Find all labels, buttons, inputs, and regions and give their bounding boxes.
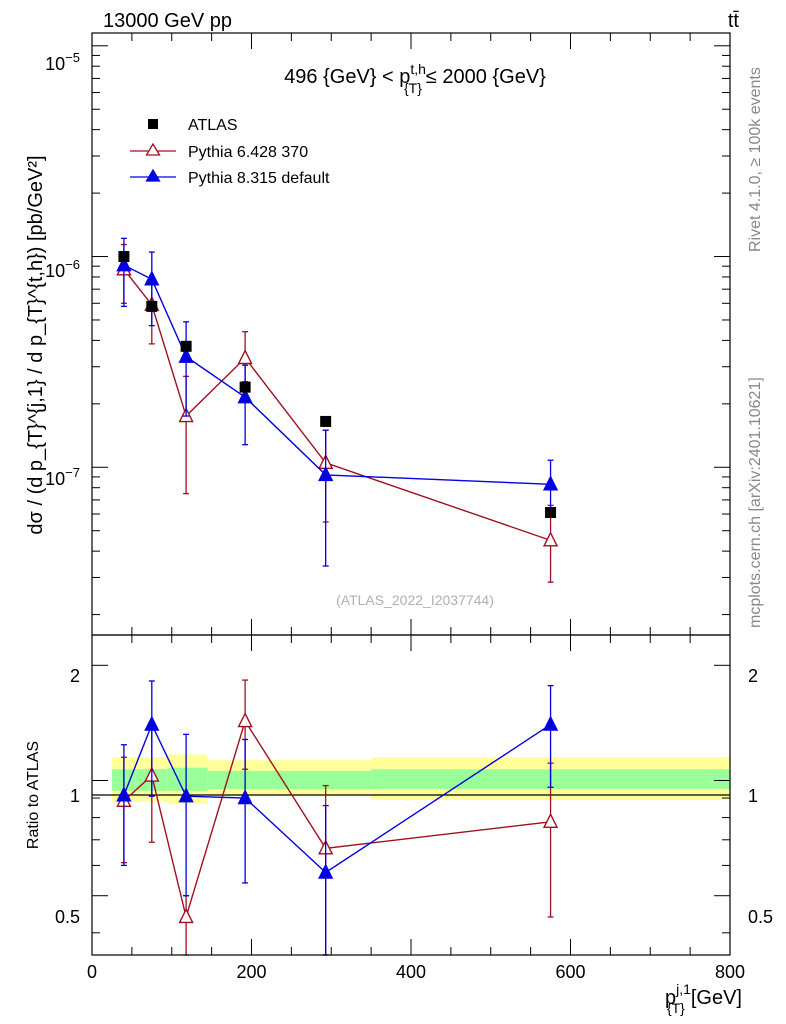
main-pythia8-point-2 [178,347,194,363]
mcplots-label: mcplots.cern.ch [arXiv:2401.10621] [747,377,764,628]
ratio-pythia6-point-5 [542,812,559,829]
energy-label: 13000 GeV pp [103,10,232,32]
ratio-pythia8-point-1 [144,715,160,731]
main-marks [116,237,559,583]
main-pythia8-line [123,264,551,486]
ytick-label-1e-6: 10−6 [45,257,80,281]
ratio-band-inner-4 [283,770,372,790]
ytick-label-1e-7: 10−7 [45,465,80,489]
ratio-pythia8-line [123,722,551,874]
main-ylabel: dσ / (d p_{T}^{j,1} / d p_{T}^{t,h}) [pb… [25,155,47,534]
ratio-pythia8-point-0 [116,786,132,802]
main-atlas-point-1 [146,300,158,312]
main-title: 496 {GeV} < pt,h {T} ≤ 2000 {GeV} [284,61,546,96]
main-pythia6-point-5 [542,531,559,547]
legend-atlas-label: ATLAS [188,117,238,134]
ratio-band-inner-2 [167,767,208,791]
legend-pythia8-marker [145,168,161,182]
main-ytick-labels: 10−5 10−6 10−7 [45,50,80,489]
main-pythia8-point-4 [318,465,334,482]
ratio-pythia8-point-5 [542,715,559,731]
ratio-ytick-label-left-1: 1 [70,786,80,806]
legend-pythia6-marker [145,142,161,156]
main-pythia6-point-3 [237,348,253,365]
ratio-pythia8-point-4 [318,863,334,879]
xtick-label-400: 400 [396,962,426,982]
main-pythia8-point-0 [116,256,132,272]
ratio-marks [116,679,559,956]
main-ticks [91,33,731,635]
ratio-ytick-label-right-0.5: 0.5 [748,907,773,927]
ratio-panel: 2 1 0.5 2 1 0.5 0 200 400 600 800 Ratio … [25,634,773,1016]
legend-pythia8-label: Pythia 8.315 default [188,170,330,187]
main-atlas-point-4 [320,415,332,427]
ratio-frame [91,634,731,956]
main-pythia8-point-3 [237,388,253,404]
legend: ATLAS Pythia 6.428 370 Pythia 8.315 defa… [130,117,330,187]
main-pythia6-line [123,268,551,542]
ratio-xtick-labels: 0 200 400 600 800 [87,962,745,982]
ratio-ytick-labels: 2 1 0.5 2 1 0.5 [55,666,773,927]
main-atlas-point-3 [239,381,251,393]
ratio-ytick-label-right-1: 1 [748,786,758,806]
main-atlas-point-0 [118,251,130,263]
ratio-pythia6-point-2 [178,907,194,924]
ratio-pythia8-point-2 [178,787,194,803]
legend-pythia6-label: Pythia 6.428 370 [188,144,308,161]
main-panel: 10−5 10−6 10−7 496 {GeV} < pt,h {T} ≤ 2000… [25,32,731,636]
ratio-pythia6-point-3 [237,711,253,728]
main-atlas-point-5 [545,507,557,519]
xtick-label-0: 0 [87,962,97,982]
ratio-ytick-label-left-2: 2 [70,666,80,686]
watermark: (ATLAS_2022_I2037744) [336,592,494,608]
xtick-label-800: 800 [715,962,745,982]
xtick-label-200: 200 [236,962,266,982]
legend-atlas-marker [148,119,158,129]
ratio-ytick-label-left-0.5: 0.5 [55,907,80,927]
ytick-label-1e-5: 10−5 [45,50,80,74]
main-pythia8-point-1 [144,270,160,286]
rivet-label: Rivet 4.1.0, ≥ 100k events [747,67,764,252]
main-atlas-point-2 [180,340,192,352]
main-pythia8-point-5 [542,475,559,491]
ratio-pythia6-line [123,719,551,920]
ratio-pythia8-point-3 [237,788,253,805]
ratio-ylabel: Ratio to ATLAS [25,741,42,849]
xtick-label-600: 600 [555,962,585,982]
ratio-ytick-label-right-2: 2 [748,666,758,686]
process-label: tt̄ [728,10,740,32]
xlabel: pj,1 {T} [GeV] [665,981,742,1016]
